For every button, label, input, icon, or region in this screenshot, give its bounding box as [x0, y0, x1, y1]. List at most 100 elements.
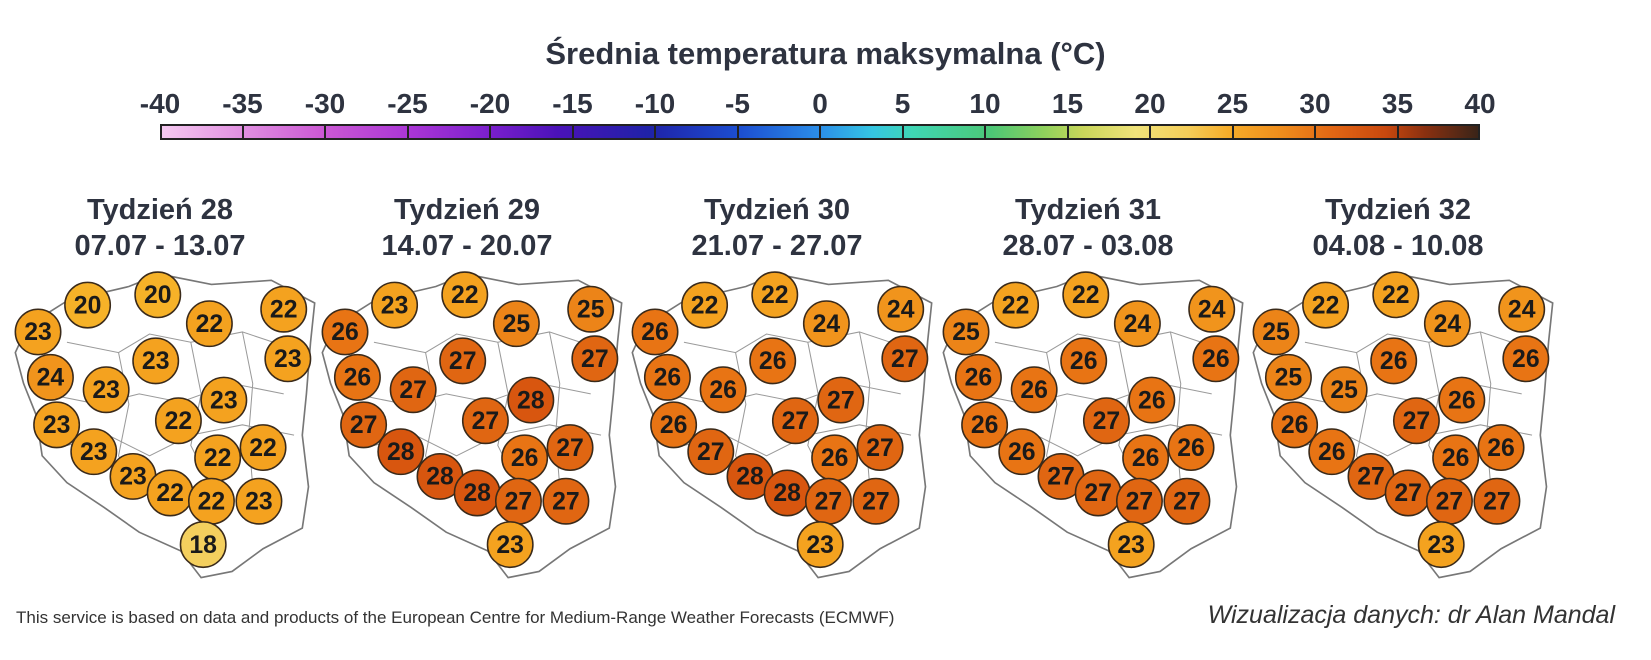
temperature-value: 26 [971, 412, 999, 439]
region-border [1304, 331, 1512, 354]
temperature-value: 27 [581, 346, 609, 373]
temperature-value: 24 [1434, 311, 1462, 338]
temperature-circle [185, 300, 233, 348]
temperature-marker: 25 [1252, 308, 1300, 356]
temperature-circle [699, 366, 747, 414]
temperature-marker: 27 [856, 424, 904, 472]
temperature-marker: 22 [1062, 271, 1110, 319]
temperature-marker: 23 [132, 337, 180, 385]
temperature-marker: 26 [1502, 335, 1550, 383]
temperature-value: 23 [1427, 532, 1455, 559]
temperature-value: 26 [1487, 435, 1515, 462]
temperature-marker: 27 [1115, 477, 1163, 525]
temperature-value: 28 [736, 464, 764, 491]
temperature-value: 25 [503, 311, 531, 338]
temperature-marker: 23 [235, 477, 283, 525]
temperature-circle [1372, 271, 1420, 319]
temperature-marker: 24 [1498, 285, 1546, 333]
scale-tick-mark [736, 124, 739, 140]
temperature-value: 22 [1072, 282, 1100, 309]
temperature-value: 22 [1312, 292, 1340, 319]
temperature-circle [439, 337, 487, 385]
scale-tick-mark [654, 124, 656, 140]
week-dates: 21.07 - 27.07 [691, 230, 863, 262]
temperature-circle [1308, 428, 1356, 476]
temperature-value: 26 [1177, 435, 1205, 462]
temperature-value: 22 [1002, 292, 1030, 319]
scale-tick-mark [1396, 124, 1399, 140]
temperature-value: 26 [1132, 445, 1160, 472]
temperature-marker: 27 [817, 376, 865, 424]
scale-tick-label: 20 [1134, 88, 1166, 119]
temperature-marker: 26 [1192, 335, 1240, 383]
temperature-marker: 20 [64, 281, 112, 329]
temperature-value: 22 [249, 435, 277, 462]
temperature-value: 27 [1436, 488, 1464, 515]
week-name: Tydzień 28 [86, 194, 234, 226]
week-dates: 04.08 - 10.08 [1312, 230, 1484, 262]
temperature-marker: 24 [1113, 300, 1161, 348]
scale-tick-label: -20 [469, 88, 511, 119]
temperature-circle [340, 401, 388, 449]
temperature-value: 22 [165, 408, 193, 435]
temperature-circle [1320, 366, 1368, 414]
temperature-value: 24 [37, 365, 65, 392]
temperature-value: 26 [331, 319, 359, 346]
temperature-marker: 28 [453, 469, 501, 517]
temperature-circle [643, 353, 691, 401]
temperature-circle [14, 308, 62, 356]
week-title: Tydzień 29 14.07 - 20.07 [317, 192, 617, 264]
scale-tick-mark [324, 124, 326, 140]
temperature-value: 26 [1442, 445, 1470, 472]
temperature-marker: 26 [954, 353, 1002, 401]
temperature-value: 22 [691, 292, 719, 319]
poland-map: 23 20 20 22 22 23 23 24 23 23 23 22 23 22 22 23 22 22 23 18 [14, 271, 316, 579]
temperature-marker: 28 [507, 376, 555, 424]
temperature-circle [1128, 376, 1176, 424]
week-name: Tydzień 29 [393, 194, 541, 226]
temperature-marker: 22 [1372, 271, 1420, 319]
temperature-marker: 25 [492, 300, 540, 348]
temperature-value: 20 [74, 292, 102, 319]
temperature-circle [179, 521, 227, 569]
temperature-value: 23 [245, 488, 273, 515]
temperature-value: 26 [1070, 348, 1098, 375]
temperature-circle [856, 424, 904, 472]
temperature-circle [1113, 300, 1161, 348]
temperature-marker: 27 [542, 477, 590, 525]
temperature-value: 23 [80, 439, 108, 466]
temperature-circle [441, 271, 489, 319]
temperature-value: 26 [660, 412, 688, 439]
temperature-marker: 22 [239, 424, 287, 472]
temperature-value: 22 [196, 311, 224, 338]
temperature-circle [154, 397, 202, 445]
temperature-marker: 27 [571, 335, 619, 383]
scale-tick-label: 40 [1464, 88, 1496, 119]
temperature-marker: 27 [1384, 469, 1432, 517]
temperature-circle [1477, 424, 1525, 472]
temperature-value: 22 [761, 282, 789, 309]
temperature-circle [132, 337, 180, 385]
temperature-circle [1010, 366, 1058, 414]
week-title: Tydzień 30 21.07 - 27.07 [627, 192, 927, 264]
temperature-marker: 26 [1370, 337, 1418, 385]
temperature-value: 22 [156, 480, 184, 507]
temperature-marker: 26 [1128, 376, 1176, 424]
temperature-circle [321, 308, 369, 356]
temperature-circle [817, 376, 865, 424]
temperature-marker: 27 [1392, 397, 1440, 445]
region-border [373, 331, 581, 354]
temperature-marker: 26 [643, 353, 691, 401]
temperature-marker: 26 [699, 366, 747, 414]
temperature-marker: 27 [461, 397, 509, 445]
temperature-marker: 27 [546, 424, 594, 472]
scale-tick-label: 10 [969, 88, 1001, 119]
poland-map: 26 22 22 24 24 26 27 26 26 27 26 27 27 27 26 28 28 27 27 23 [631, 271, 933, 579]
temperature-marker: 27 [1074, 469, 1122, 517]
temperature-circle [631, 308, 679, 356]
temperature-circle [1062, 271, 1110, 319]
temperature-value: 27 [399, 377, 427, 404]
temperature-marker: 27 [804, 477, 852, 525]
